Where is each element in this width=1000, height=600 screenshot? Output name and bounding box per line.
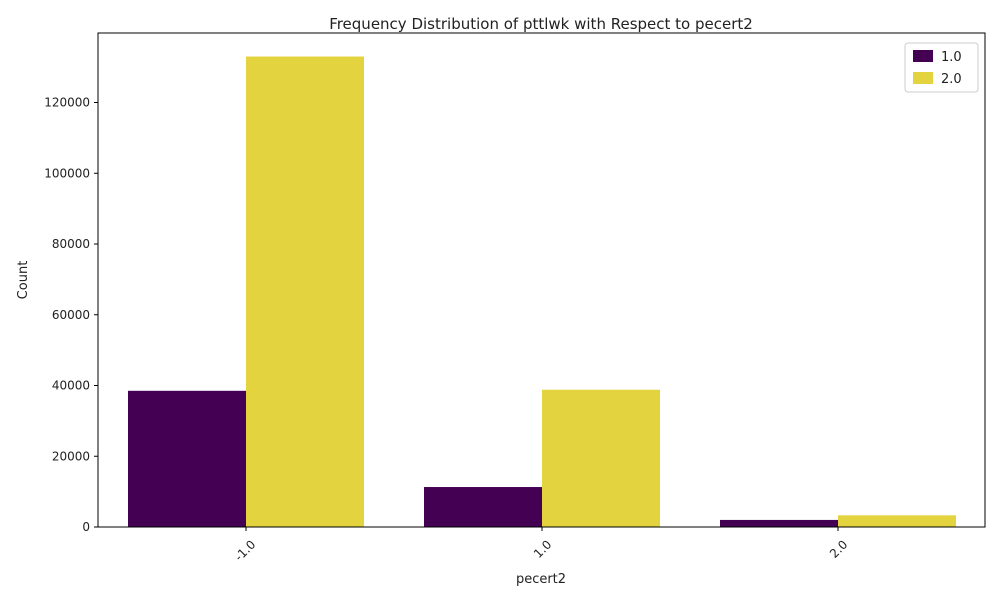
legend-label-2: 2.0 [941,72,962,87]
bar-series-1-cat-1 [128,390,246,527]
bar-series-1-cat-3 [720,519,838,527]
bar-series-2-cat-1 [246,56,364,528]
y-tick-label: 80000 [52,237,90,251]
y-axis-ticks: 0 20000 40000 60000 80000 100000 120000 [44,96,98,534]
chart-title: Frequency Distribution of pttlwk with Re… [329,15,753,33]
legend-swatch-2 [913,72,933,84]
bars-layer [128,56,956,528]
bar-series-2-cat-3 [838,515,956,527]
y-tick-label: 60000 [52,308,90,322]
y-axis-label: Count [16,261,31,300]
x-axis-label: pecert2 [516,572,566,587]
y-tick-label: 40000 [52,379,90,393]
x-tick-label: 1.0 [531,537,554,560]
y-tick-label: 100000 [44,166,90,180]
legend-label-1: 1.0 [941,50,962,65]
legend-swatch-1 [913,50,933,62]
legend: 1.0 2.0 [904,42,979,93]
y-tick-label: 120000 [44,96,90,110]
x-tick-label: 2.0 [827,537,850,560]
x-tick-label: -1.0 [232,537,258,563]
y-tick-label: 20000 [52,449,90,463]
x-axis-ticks: -1.0 1.0 2.0 [232,527,850,564]
y-tick-label: 0 [82,520,90,534]
bar-series-1-cat-2 [424,487,542,527]
bar-series-2-cat-2 [542,389,660,527]
